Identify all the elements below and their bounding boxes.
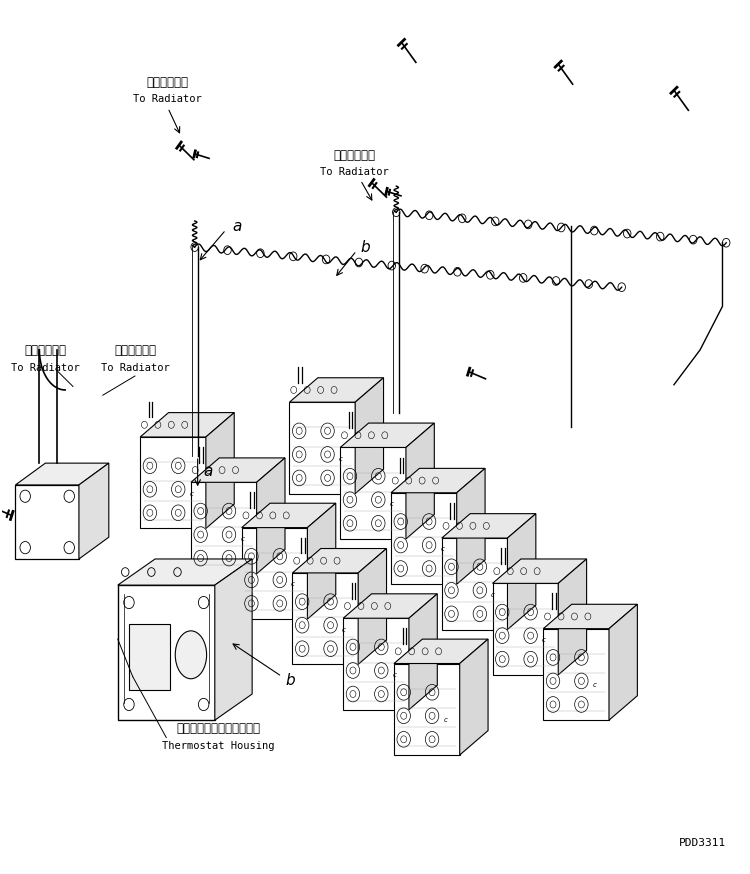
Polygon shape xyxy=(340,423,434,447)
Polygon shape xyxy=(391,468,485,493)
Text: b: b xyxy=(286,674,296,689)
Polygon shape xyxy=(457,468,485,584)
Polygon shape xyxy=(409,593,437,710)
Text: c: c xyxy=(440,546,444,552)
Polygon shape xyxy=(292,549,386,573)
Polygon shape xyxy=(290,378,383,402)
Text: b: b xyxy=(361,239,370,254)
Text: ラジエータへ: ラジエータへ xyxy=(114,343,156,357)
Polygon shape xyxy=(442,538,508,629)
Text: To Radiator: To Radiator xyxy=(11,363,80,372)
Polygon shape xyxy=(460,639,488,755)
Polygon shape xyxy=(406,423,434,539)
Polygon shape xyxy=(242,528,308,619)
FancyBboxPatch shape xyxy=(118,585,214,720)
FancyBboxPatch shape xyxy=(442,538,508,629)
FancyBboxPatch shape xyxy=(340,447,406,539)
Polygon shape xyxy=(256,458,285,574)
Polygon shape xyxy=(340,447,406,539)
Polygon shape xyxy=(394,663,460,755)
Text: c: c xyxy=(190,490,194,496)
Polygon shape xyxy=(191,482,256,574)
Text: c: c xyxy=(240,536,244,542)
FancyBboxPatch shape xyxy=(344,618,409,710)
Text: c: c xyxy=(491,592,495,598)
Text: c: c xyxy=(339,456,343,461)
Text: c: c xyxy=(392,672,397,678)
Polygon shape xyxy=(242,503,336,528)
Text: a: a xyxy=(203,464,213,479)
Polygon shape xyxy=(292,573,358,664)
Polygon shape xyxy=(394,639,488,663)
Text: To Radiator: To Radiator xyxy=(134,94,202,104)
Polygon shape xyxy=(391,493,457,584)
Polygon shape xyxy=(191,458,285,482)
Text: c: c xyxy=(443,718,447,723)
Polygon shape xyxy=(493,583,558,675)
Text: c: c xyxy=(592,683,596,689)
FancyBboxPatch shape xyxy=(242,528,308,619)
Polygon shape xyxy=(358,549,386,664)
FancyBboxPatch shape xyxy=(543,628,609,720)
Polygon shape xyxy=(344,618,409,710)
Polygon shape xyxy=(543,604,638,628)
Text: c: c xyxy=(389,501,394,507)
Polygon shape xyxy=(308,503,336,619)
Text: ラジエータへ: ラジエータへ xyxy=(24,343,66,357)
Polygon shape xyxy=(609,604,638,720)
Polygon shape xyxy=(214,559,252,720)
FancyBboxPatch shape xyxy=(290,402,356,494)
Text: Thermostat Housing: Thermostat Housing xyxy=(162,740,274,751)
Polygon shape xyxy=(140,413,234,437)
FancyBboxPatch shape xyxy=(16,485,79,559)
Polygon shape xyxy=(344,593,437,618)
Polygon shape xyxy=(206,413,234,529)
Polygon shape xyxy=(16,463,109,485)
Polygon shape xyxy=(543,628,609,720)
Text: a: a xyxy=(232,218,242,233)
FancyBboxPatch shape xyxy=(191,482,256,574)
Polygon shape xyxy=(356,378,383,494)
Polygon shape xyxy=(558,559,586,675)
Text: ラジエータへ: ラジエータへ xyxy=(147,75,189,88)
FancyBboxPatch shape xyxy=(292,573,358,664)
Ellipse shape xyxy=(176,631,206,679)
Polygon shape xyxy=(290,402,356,494)
Polygon shape xyxy=(493,559,586,583)
Text: To Radiator: To Radiator xyxy=(100,363,170,372)
Text: c: c xyxy=(542,637,546,643)
Text: PDD3311: PDD3311 xyxy=(679,838,726,848)
Polygon shape xyxy=(118,585,214,720)
Polygon shape xyxy=(16,485,79,559)
Polygon shape xyxy=(140,437,206,529)
FancyBboxPatch shape xyxy=(129,624,170,690)
Text: c: c xyxy=(291,581,295,587)
FancyBboxPatch shape xyxy=(394,663,460,755)
Polygon shape xyxy=(442,514,536,538)
Text: c: c xyxy=(342,627,346,633)
Polygon shape xyxy=(508,514,536,629)
FancyBboxPatch shape xyxy=(140,437,206,529)
Polygon shape xyxy=(118,559,252,585)
Polygon shape xyxy=(79,463,109,559)
Text: ラジエータへ: ラジエータへ xyxy=(334,149,376,162)
FancyBboxPatch shape xyxy=(493,583,558,675)
Text: To Radiator: To Radiator xyxy=(320,168,388,177)
FancyBboxPatch shape xyxy=(391,493,457,584)
Text: サーモスタットハウジング: サーモスタットハウジング xyxy=(176,722,260,735)
